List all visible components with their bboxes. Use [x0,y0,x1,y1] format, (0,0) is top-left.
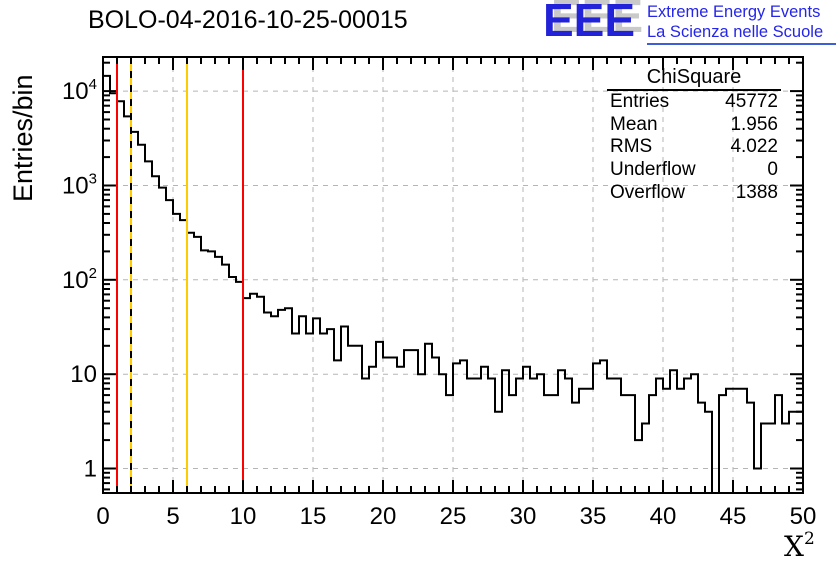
svg-text:20: 20 [370,503,397,530]
svg-text:30: 30 [510,503,537,530]
stats-label: Entries [610,91,670,113]
svg-text:104: 104 [62,76,97,105]
y-axis-title: Entries/bin [8,74,38,202]
x-axis-title-base: X [784,530,804,563]
stats-value: 4.022 [730,136,778,158]
stats-title: ChiSquare [607,66,781,91]
stats-row-mean: Mean 1.956 [607,114,781,137]
svg-text:45: 45 [720,503,747,530]
stats-value: 1388 [735,181,778,203]
stats-value: 45772 [725,91,778,113]
eee-logo: EEE Extreme Energy Events La Scienza nel… [543,0,836,50]
eee-logo-underline [647,43,836,45]
stats-box: ChiSquare Entries 45772 Mean 1.956 RMS 4… [607,66,781,204]
svg-text:5: 5 [166,503,179,530]
stats-label: Overflow [610,181,685,203]
stats-label: RMS [610,136,653,158]
eee-logo-acronym: EEE [543,0,636,46]
svg-text:50: 50 [790,503,817,530]
svg-text:15: 15 [300,503,327,530]
svg-text:0: 0 [96,503,109,530]
x-axis-title: X2 [784,528,815,563]
eee-logo-line1: Extreme Energy Events [647,3,821,21]
stats-label: Mean [610,113,658,135]
plot-title: BOLO-04-2016-10-25-00015 [88,6,408,34]
eee-logo-line2: La Scienza nelle Scuole [647,22,824,41]
x-tick-labels: 0 5 10 15 20 25 30 35 40 45 50 [96,503,816,530]
stats-value: 1.956 [730,113,778,135]
stats-value: 0 [767,159,778,181]
y-tick-labels: 1 10 102 103 104 [62,76,97,482]
cut-lines [116,57,244,493]
svg-text:1: 1 [84,456,97,483]
histogram-line [102,74,803,494]
stats-row-overflow: Overflow 1388 [607,181,781,204]
axis-ticks [102,57,804,493]
stats-row-entries: Entries 45772 [607,91,781,114]
svg-text:10: 10 [70,361,97,388]
x-axis-title-exponent: 2 [803,528,815,549]
svg-text:40: 40 [650,503,677,530]
svg-text:102: 102 [62,265,97,294]
stats-row-underflow: Underflow 0 [607,159,781,182]
svg-text:10: 10 [230,503,257,530]
eee-logo-text: Extreme Energy Events La Scienza nelle S… [647,3,823,42]
stats-row-rms: RMS 4.022 [607,136,781,159]
svg-text:103: 103 [62,171,97,200]
svg-text:35: 35 [580,503,607,530]
stats-label: Underflow [610,159,696,181]
svg-text:25: 25 [440,503,467,530]
